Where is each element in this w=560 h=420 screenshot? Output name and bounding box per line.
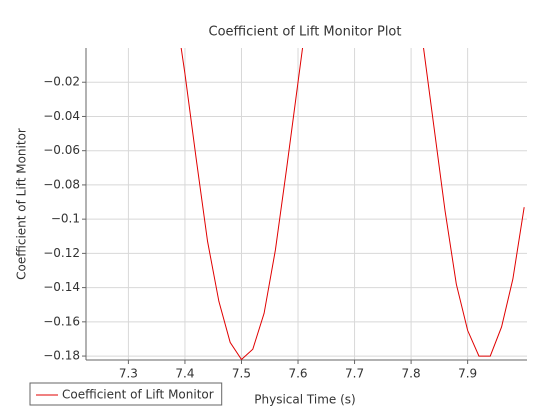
x-tick-label: 7.9 <box>458 367 477 381</box>
y-tick-label: −0.08 <box>43 177 80 191</box>
y-tick-label: −0.18 <box>43 349 80 363</box>
chart-title: Coefficient of Lift Monitor Plot <box>209 25 402 40</box>
series-line <box>180 48 525 360</box>
y-tick-label: −0.1 <box>51 212 80 226</box>
x-tick-label: 7.4 <box>175 367 194 381</box>
y-tick-label: −0.06 <box>43 143 80 157</box>
y-tick-label: −0.04 <box>43 109 80 123</box>
legend-box <box>29 382 223 406</box>
x-tick-label: 7.6 <box>288 367 307 381</box>
x-axis-label: Physical Time (s) <box>254 393 355 407</box>
x-tick-label: 7.5 <box>232 367 251 381</box>
x-tick-label: 7.8 <box>402 367 421 381</box>
plot-area <box>180 48 525 360</box>
legend-label: Coefficient of Lift Monitor <box>62 388 214 402</box>
y-tick-label: −0.16 <box>43 314 80 328</box>
y-axis-label: Coefficient of Lift Monitor <box>15 128 29 280</box>
x-tick-label: 7.7 <box>345 367 364 381</box>
x-tick-label: 7.3 <box>119 367 138 381</box>
y-tick-label: −0.12 <box>43 246 80 260</box>
y-tick-label: −0.14 <box>43 280 80 294</box>
y-tick-label: −0.02 <box>43 75 80 89</box>
